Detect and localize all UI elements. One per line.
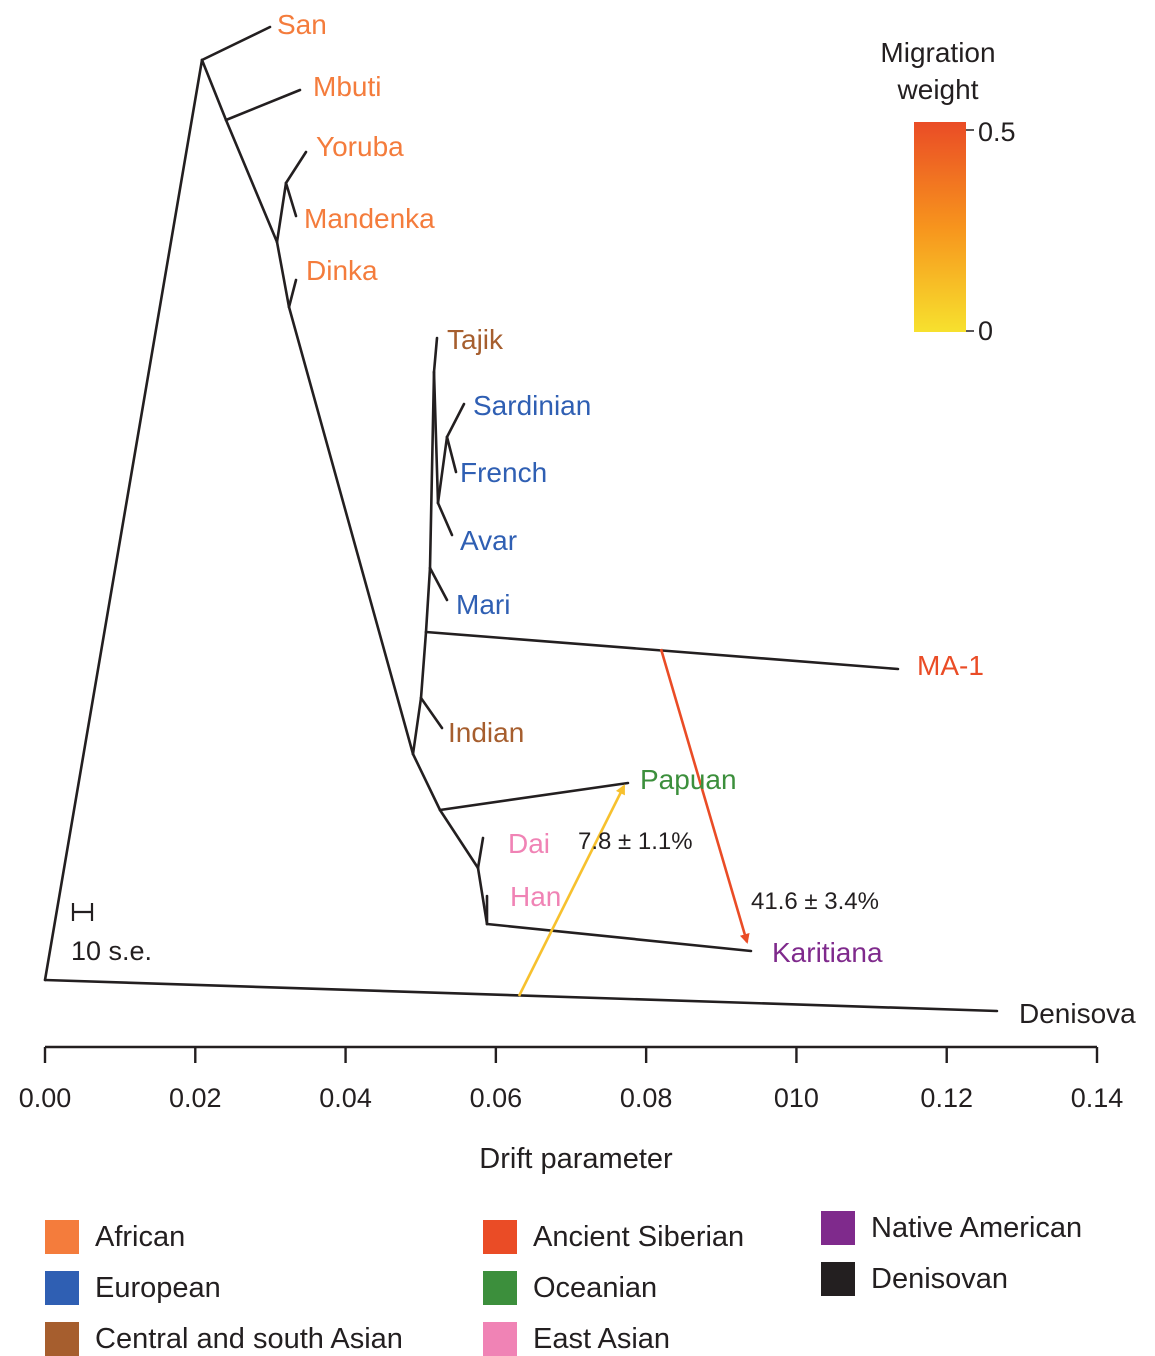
- leaf-label-avar: Avar: [460, 525, 517, 556]
- x-tick-label: 0.06: [470, 1083, 523, 1113]
- branch-a3: [275, 181, 288, 244]
- migration-arrow-papuan: [517, 784, 626, 997]
- branch-mbuti: [224, 88, 302, 122]
- branch-w4: [432, 370, 440, 505]
- x-tick-label: 0.00: [19, 1083, 72, 1113]
- branch-w1: [419, 630, 428, 700]
- leaf-label-french: French: [460, 457, 547, 488]
- leaf-label-karitiana: Karitiana: [772, 937, 883, 968]
- branch-e2: [438, 808, 480, 870]
- x-axis: 0.00 0.02 0.04 0.06 0.08 010 0.12 0.14: [19, 1045, 1124, 1113]
- leaf-label-indian: Indian: [448, 717, 524, 748]
- x-tick-label: 0.12: [920, 1083, 973, 1113]
- branch-avar: [436, 501, 454, 537]
- branch-e1: [411, 752, 442, 812]
- migration-label-papuan: 7.8 ± 1.1%: [578, 828, 693, 855]
- branch-karitiana: [485, 922, 753, 953]
- branch-mandenka: [284, 181, 298, 218]
- migration-label-ma1-karitiana: 41.6 ± 3.4%: [751, 888, 879, 915]
- branch-dinka: [287, 278, 298, 309]
- branch-a2: [224, 118, 279, 244]
- scale-bar: [71, 903, 94, 921]
- branch-w2: [424, 566, 432, 634]
- leaf-label-yoruba: Yoruba: [316, 131, 404, 162]
- branch-eurasian: [411, 696, 423, 756]
- x-tick-label: 0.08: [620, 1083, 673, 1113]
- x-tick-label: 0.02: [169, 1083, 222, 1113]
- leaf-label-denisova: Denisova: [1019, 998, 1136, 1029]
- branch-french: [445, 435, 458, 474]
- branch-w3: [428, 370, 436, 570]
- scale-bar-label: 10 s.e.: [71, 936, 152, 966]
- branch-yoruba: [284, 150, 308, 185]
- branch-root-denisova: [43, 978, 999, 1013]
- leaf-label-papuan: Papuan: [640, 764, 737, 795]
- branch-e3: [476, 866, 489, 926]
- tree-branches: [43, 25, 999, 1013]
- leaf-label-san: San: [277, 9, 327, 40]
- colorbar-max-label: 0.5: [978, 117, 1016, 147]
- branch-a1: [200, 58, 228, 122]
- leaf-label-mari: Mari: [456, 589, 510, 620]
- leaf-label-dai: Dai: [508, 828, 550, 859]
- branch-dai: [476, 836, 485, 870]
- branch-root-human: [43, 58, 204, 982]
- branch-indian: [419, 696, 444, 730]
- branch-mari: [428, 566, 449, 602]
- x-tick-label: 0.04: [319, 1083, 372, 1113]
- branch-w5: [436, 435, 449, 505]
- leaf-label-mandenka: Mandenka: [304, 203, 435, 234]
- x-tick-label: 0.14: [1071, 1083, 1124, 1113]
- leaf-label-dinka: Dinka: [306, 255, 378, 286]
- branch-san: [200, 25, 272, 62]
- leaf-label-mbuti: Mbuti: [313, 71, 381, 102]
- leaf-label-tajik: Tajik: [447, 324, 504, 355]
- leaf-label-sardinian: Sardinian: [473, 390, 591, 421]
- branch-nonafrican: [287, 305, 415, 756]
- x-tick-label: 010: [774, 1083, 819, 1113]
- leaf-label-han: Han: [510, 881, 561, 912]
- migration-arrow-ma1-karitiana: [659, 648, 750, 944]
- x-axis-title: Drift parameter: [479, 1143, 673, 1175]
- colorbar-title-line1: Migration: [880, 37, 995, 68]
- branch-sardinian: [445, 402, 466, 439]
- branch-tajik: [432, 336, 439, 374]
- branch-a4: [275, 240, 291, 309]
- colorbar-min-label: 0: [978, 316, 993, 346]
- leaf-label-ma1: MA-1: [917, 650, 984, 681]
- colorbar-title-line2: weight: [897, 74, 979, 105]
- colorbar: [914, 122, 966, 332]
- branch-papuan: [438, 781, 630, 812]
